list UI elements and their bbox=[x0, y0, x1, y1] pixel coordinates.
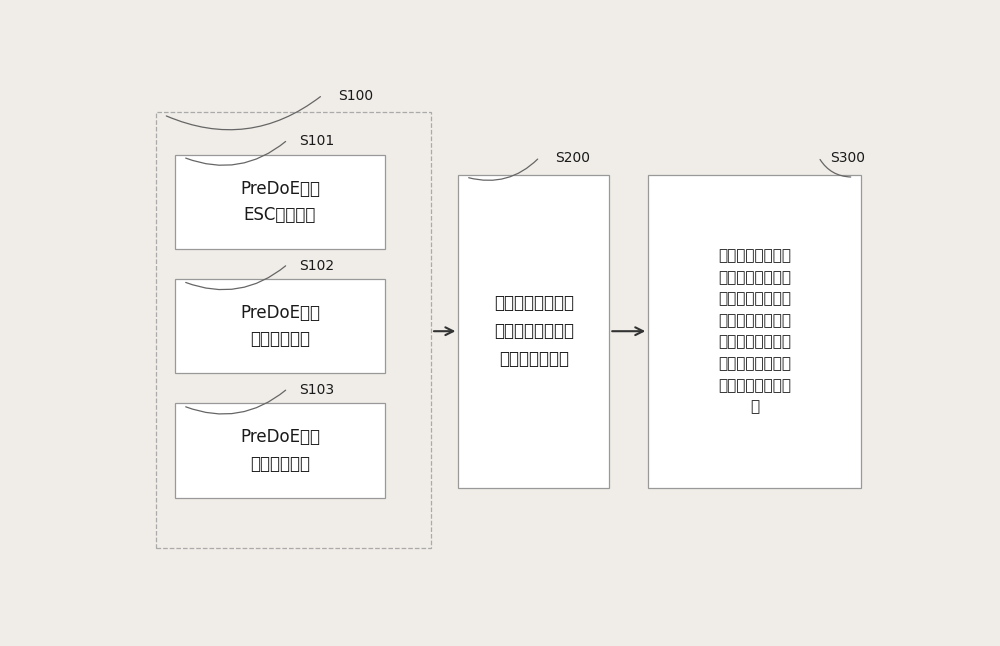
Bar bbox=[648, 174, 861, 488]
Text: PreDoE计算
自定义工况点: PreDoE计算 自定义工况点 bbox=[240, 428, 320, 473]
Text: PreDoE计算
ESC各工况点: PreDoE计算 ESC各工况点 bbox=[240, 180, 320, 224]
Text: 以指定发动机参数
对象及因子水平得
到参数组合方案: 以指定发动机参数 对象及因子水平得 到参数组合方案 bbox=[494, 295, 574, 368]
Bar bbox=[175, 154, 385, 249]
Text: S300: S300 bbox=[830, 151, 865, 165]
Text: PreDoE计算
高权重工况点: PreDoE计算 高权重工况点 bbox=[240, 304, 320, 348]
Text: S200: S200 bbox=[555, 151, 590, 165]
Bar bbox=[156, 112, 431, 548]
Bar bbox=[458, 174, 609, 488]
Bar bbox=[175, 403, 385, 498]
Bar bbox=[175, 279, 385, 373]
Text: S100: S100 bbox=[338, 89, 373, 103]
Text: S101: S101 bbox=[299, 134, 335, 148]
Text: S102: S102 bbox=[299, 258, 334, 273]
Text: S103: S103 bbox=[299, 383, 334, 397]
Text: 对关键工况点指定
所述参数组合方案
中的参数组合，并
结合台架试验对各
参数组合进行数据
采集，根据采集数
据分析各参数敏感
性: 对关键工况点指定 所述参数组合方案 中的参数组合，并 结合台架试验对各 参数组合… bbox=[718, 248, 791, 414]
